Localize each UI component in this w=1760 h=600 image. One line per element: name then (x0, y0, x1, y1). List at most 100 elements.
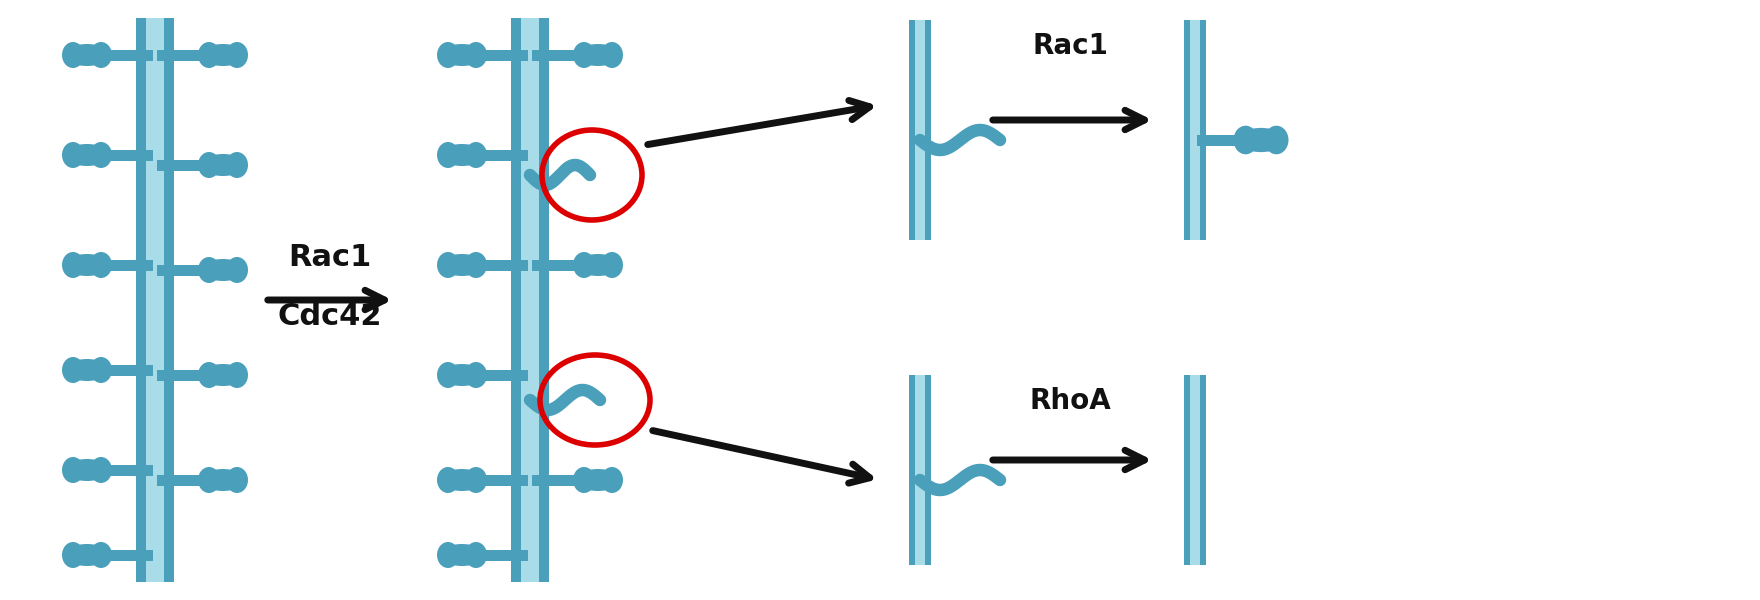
Ellipse shape (90, 542, 113, 568)
Ellipse shape (62, 357, 84, 383)
Ellipse shape (201, 154, 245, 176)
Ellipse shape (436, 142, 459, 168)
Polygon shape (908, 20, 931, 240)
Text: Rac1: Rac1 (1031, 32, 1109, 60)
Ellipse shape (90, 357, 113, 383)
Ellipse shape (197, 362, 220, 388)
Polygon shape (472, 475, 528, 485)
Ellipse shape (436, 252, 459, 278)
Ellipse shape (465, 252, 488, 278)
Ellipse shape (440, 364, 484, 386)
Polygon shape (915, 20, 926, 240)
Polygon shape (157, 160, 213, 170)
Polygon shape (157, 475, 213, 485)
Ellipse shape (201, 44, 245, 66)
Polygon shape (472, 370, 528, 380)
Ellipse shape (201, 469, 245, 491)
Polygon shape (157, 370, 213, 380)
Ellipse shape (1234, 125, 1258, 154)
Ellipse shape (90, 252, 113, 278)
Ellipse shape (197, 467, 220, 493)
Ellipse shape (600, 252, 623, 278)
Ellipse shape (201, 259, 245, 281)
Ellipse shape (576, 44, 620, 66)
Ellipse shape (436, 42, 459, 68)
Ellipse shape (436, 542, 459, 568)
Polygon shape (472, 49, 528, 61)
Ellipse shape (440, 144, 484, 166)
Ellipse shape (65, 359, 109, 381)
Ellipse shape (201, 364, 245, 386)
Polygon shape (510, 18, 549, 582)
Ellipse shape (62, 457, 84, 483)
Ellipse shape (574, 252, 595, 278)
Ellipse shape (465, 467, 488, 493)
Polygon shape (1190, 375, 1200, 565)
Ellipse shape (90, 457, 113, 483)
Ellipse shape (197, 152, 220, 178)
Ellipse shape (197, 257, 220, 283)
Polygon shape (146, 18, 164, 582)
Ellipse shape (197, 42, 220, 68)
Ellipse shape (1264, 125, 1288, 154)
Polygon shape (908, 375, 931, 565)
Ellipse shape (465, 542, 488, 568)
Ellipse shape (62, 142, 84, 168)
Polygon shape (97, 550, 153, 560)
Ellipse shape (465, 362, 488, 388)
Ellipse shape (576, 254, 620, 276)
Polygon shape (472, 149, 528, 160)
Polygon shape (532, 49, 588, 61)
Ellipse shape (62, 42, 84, 68)
Polygon shape (472, 550, 528, 560)
Ellipse shape (65, 254, 109, 276)
Polygon shape (532, 475, 588, 485)
Ellipse shape (465, 142, 488, 168)
Ellipse shape (225, 152, 248, 178)
Polygon shape (1184, 20, 1206, 240)
Text: Cdc42: Cdc42 (278, 302, 382, 331)
Ellipse shape (62, 252, 84, 278)
Ellipse shape (574, 467, 595, 493)
Polygon shape (915, 375, 926, 565)
Ellipse shape (65, 544, 109, 566)
Ellipse shape (440, 544, 484, 566)
Polygon shape (157, 265, 213, 275)
Polygon shape (136, 18, 174, 582)
Polygon shape (532, 259, 588, 271)
Polygon shape (157, 49, 213, 61)
Polygon shape (521, 18, 539, 582)
Polygon shape (97, 49, 153, 61)
Ellipse shape (465, 42, 488, 68)
Ellipse shape (436, 467, 459, 493)
Ellipse shape (440, 254, 484, 276)
Polygon shape (1197, 134, 1250, 145)
Ellipse shape (574, 42, 595, 68)
Ellipse shape (600, 42, 623, 68)
Ellipse shape (225, 362, 248, 388)
Text: Rac1: Rac1 (289, 243, 371, 272)
Polygon shape (97, 149, 153, 160)
Polygon shape (97, 364, 153, 376)
Ellipse shape (440, 44, 484, 66)
Ellipse shape (576, 469, 620, 491)
Polygon shape (1190, 20, 1200, 240)
Ellipse shape (225, 257, 248, 283)
Ellipse shape (225, 42, 248, 68)
Ellipse shape (62, 542, 84, 568)
Polygon shape (472, 259, 528, 271)
Ellipse shape (436, 362, 459, 388)
Ellipse shape (600, 467, 623, 493)
Polygon shape (1184, 375, 1206, 565)
Text: RhoA: RhoA (1030, 387, 1111, 415)
Ellipse shape (65, 459, 109, 481)
Ellipse shape (90, 42, 113, 68)
Polygon shape (97, 259, 153, 271)
Ellipse shape (65, 44, 109, 66)
Polygon shape (97, 464, 153, 475)
Ellipse shape (90, 142, 113, 168)
Ellipse shape (440, 469, 484, 491)
Ellipse shape (1237, 128, 1285, 152)
Ellipse shape (225, 467, 248, 493)
Ellipse shape (65, 144, 109, 166)
